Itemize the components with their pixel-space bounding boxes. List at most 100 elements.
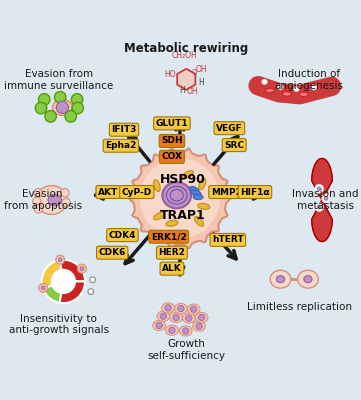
Text: Growth
self-sufficiency: Growth self-sufficiency bbox=[147, 339, 225, 361]
Circle shape bbox=[315, 184, 323, 193]
Circle shape bbox=[65, 110, 77, 122]
Ellipse shape bbox=[193, 194, 203, 200]
Text: HIF1α: HIF1α bbox=[240, 188, 270, 196]
Ellipse shape bbox=[191, 190, 201, 196]
Ellipse shape bbox=[199, 178, 206, 190]
Ellipse shape bbox=[52, 100, 72, 115]
Ellipse shape bbox=[166, 325, 178, 335]
Polygon shape bbox=[312, 158, 332, 242]
Text: OH: OH bbox=[186, 87, 198, 96]
Circle shape bbox=[196, 323, 202, 329]
Ellipse shape bbox=[190, 186, 199, 193]
Text: CH₂OH: CH₂OH bbox=[172, 50, 197, 60]
Ellipse shape bbox=[48, 194, 61, 206]
Circle shape bbox=[90, 277, 96, 283]
Circle shape bbox=[160, 313, 166, 320]
Text: CyP-D: CyP-D bbox=[122, 188, 152, 196]
Ellipse shape bbox=[36, 186, 68, 214]
Ellipse shape bbox=[166, 220, 178, 226]
Circle shape bbox=[45, 110, 56, 122]
Text: Epha2: Epha2 bbox=[105, 141, 136, 150]
Ellipse shape bbox=[282, 92, 291, 96]
Text: Induction of
angiogenesis: Induction of angiogenesis bbox=[275, 70, 344, 91]
Circle shape bbox=[317, 187, 321, 191]
Circle shape bbox=[191, 306, 197, 312]
Text: TRAP1: TRAP1 bbox=[160, 210, 206, 222]
Text: Evasion from
immune surveillance: Evasion from immune surveillance bbox=[4, 70, 113, 91]
Ellipse shape bbox=[297, 270, 318, 288]
Circle shape bbox=[56, 101, 69, 114]
Circle shape bbox=[80, 267, 84, 270]
Ellipse shape bbox=[299, 92, 308, 96]
Ellipse shape bbox=[276, 276, 284, 283]
Circle shape bbox=[61, 188, 69, 197]
Ellipse shape bbox=[193, 321, 205, 331]
Circle shape bbox=[55, 92, 66, 103]
Circle shape bbox=[317, 205, 321, 209]
Circle shape bbox=[324, 196, 328, 200]
Ellipse shape bbox=[198, 203, 210, 209]
Circle shape bbox=[173, 314, 179, 321]
Circle shape bbox=[34, 188, 42, 197]
Circle shape bbox=[62, 198, 70, 207]
Circle shape bbox=[311, 84, 317, 90]
Circle shape bbox=[58, 258, 62, 262]
Text: O: O bbox=[192, 69, 197, 75]
Ellipse shape bbox=[153, 320, 166, 330]
Ellipse shape bbox=[187, 304, 200, 314]
Text: Invasion and
metastasis: Invasion and metastasis bbox=[292, 189, 358, 211]
Wedge shape bbox=[60, 282, 85, 303]
Wedge shape bbox=[60, 260, 85, 282]
Text: OH: OH bbox=[196, 65, 208, 74]
Circle shape bbox=[42, 286, 45, 290]
Text: GLUT1: GLUT1 bbox=[156, 119, 188, 128]
Circle shape bbox=[165, 305, 171, 311]
Circle shape bbox=[199, 314, 205, 321]
Text: ALK: ALK bbox=[162, 264, 182, 273]
Ellipse shape bbox=[304, 276, 312, 283]
Text: VEGF: VEGF bbox=[216, 124, 243, 133]
Wedge shape bbox=[42, 260, 64, 289]
Text: H: H bbox=[198, 78, 204, 87]
Ellipse shape bbox=[170, 312, 182, 323]
Circle shape bbox=[315, 202, 323, 212]
Ellipse shape bbox=[195, 216, 204, 226]
Text: CDK4: CDK4 bbox=[109, 231, 136, 240]
Text: SRC: SRC bbox=[224, 140, 244, 150]
Text: H: H bbox=[179, 86, 185, 95]
Circle shape bbox=[322, 194, 331, 203]
Ellipse shape bbox=[157, 311, 170, 321]
Circle shape bbox=[56, 255, 65, 264]
Circle shape bbox=[39, 94, 50, 105]
Circle shape bbox=[169, 327, 175, 334]
Circle shape bbox=[293, 86, 299, 92]
Text: ERK1/2: ERK1/2 bbox=[151, 232, 187, 241]
Circle shape bbox=[71, 94, 83, 105]
Text: AKT: AKT bbox=[98, 188, 118, 196]
Polygon shape bbox=[130, 149, 230, 248]
Text: Insensitivity to
anti-growth signals: Insensitivity to anti-growth signals bbox=[9, 314, 109, 335]
Text: HER2: HER2 bbox=[158, 248, 185, 257]
Polygon shape bbox=[177, 69, 195, 90]
Circle shape bbox=[182, 328, 189, 334]
Text: MMP2: MMP2 bbox=[211, 188, 242, 196]
Text: COX: COX bbox=[161, 152, 182, 161]
Text: SDH: SDH bbox=[161, 136, 183, 146]
Text: Limitless replication: Limitless replication bbox=[247, 302, 352, 312]
Circle shape bbox=[278, 84, 283, 90]
Ellipse shape bbox=[179, 326, 192, 336]
Ellipse shape bbox=[154, 212, 165, 220]
Wedge shape bbox=[43, 282, 64, 303]
Text: Metabolic rewiring: Metabolic rewiring bbox=[124, 42, 248, 55]
Text: hTERT: hTERT bbox=[212, 236, 244, 244]
Circle shape bbox=[34, 205, 43, 213]
Circle shape bbox=[186, 315, 192, 321]
Ellipse shape bbox=[174, 304, 187, 314]
Polygon shape bbox=[140, 159, 219, 238]
Circle shape bbox=[72, 102, 83, 114]
Ellipse shape bbox=[162, 182, 191, 208]
Circle shape bbox=[51, 270, 75, 293]
Circle shape bbox=[262, 79, 268, 85]
Text: IFIT3: IFIT3 bbox=[111, 125, 137, 134]
Ellipse shape bbox=[270, 270, 291, 288]
